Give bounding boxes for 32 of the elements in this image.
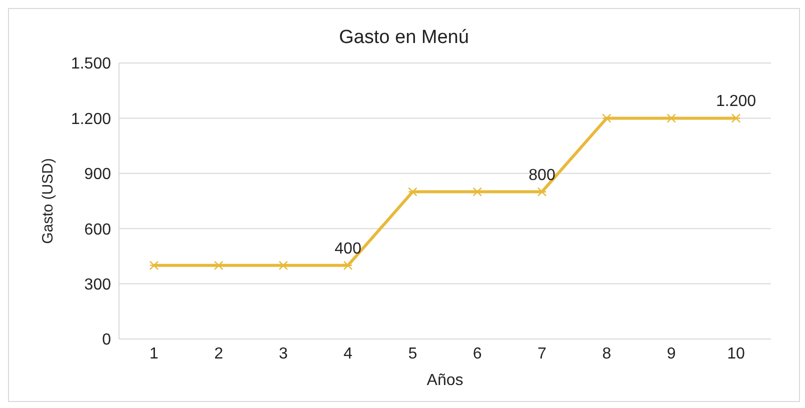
y-tick-label: 300 <box>84 276 112 294</box>
y-tick-label: 1.500 <box>70 56 112 73</box>
point <box>731 114 741 123</box>
y-tick-label: 900 <box>84 166 112 184</box>
x-tick-label: 1 <box>150 345 159 362</box>
data-label: 1.200 <box>716 93 756 110</box>
x-tick-label: 7 <box>538 345 547 362</box>
x-tick-label: 4 <box>344 345 353 362</box>
x-tick-label: 2 <box>214 345 224 362</box>
point <box>278 260 288 270</box>
x-tick-label: 6 <box>472 345 482 362</box>
y-tick-label: 600 <box>84 221 112 238</box>
point <box>343 260 353 270</box>
x-tick-label: 10 <box>727 345 745 362</box>
data-label: 400 <box>334 240 362 258</box>
data-label: 800 <box>528 166 556 184</box>
x-axis-title: Años <box>426 372 464 389</box>
y-tick-label: 0 <box>102 332 112 349</box>
point <box>602 114 612 123</box>
y-axis-title: Gasto (USD) <box>39 158 56 244</box>
point <box>472 187 482 196</box>
x-tick-label: 5 <box>408 345 418 362</box>
x-tick-label: 8 <box>602 345 612 362</box>
y-tick-label: 1.200 <box>70 110 112 128</box>
point <box>537 187 547 196</box>
x-tick-label: 3 <box>278 345 288 362</box>
point <box>408 187 418 196</box>
chart-title: Gasto en Menú <box>338 27 470 49</box>
point <box>666 114 676 123</box>
point <box>149 260 159 270</box>
point <box>214 260 224 270</box>
x-tick-label: 9 <box>666 345 676 362</box>
